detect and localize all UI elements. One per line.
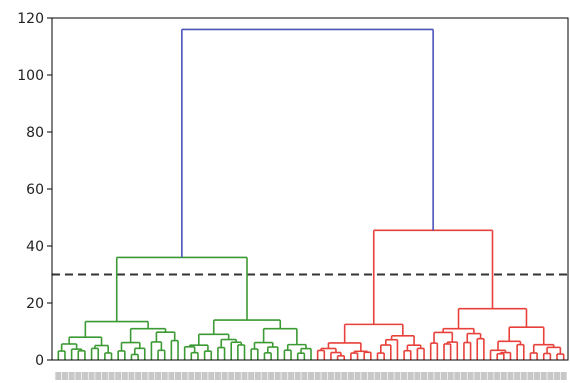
y-axis: 0 20 40 60 80 100 120 — [17, 11, 52, 369]
leaf-label-glyph — [95, 372, 102, 380]
leaf-label-glyph — [301, 372, 308, 380]
y-tick-label: 60 — [26, 182, 44, 198]
leaf-label-glyph — [115, 372, 122, 380]
leaf-label-glyph — [214, 372, 221, 380]
leaf-label-glyph — [155, 372, 162, 380]
leaf-label-glyph — [500, 372, 507, 380]
leaf-label-glyph — [294, 372, 301, 380]
leaf-label-glyph — [494, 372, 501, 380]
leaf-label-glyph — [314, 372, 321, 380]
leaf-label-glyph — [161, 372, 168, 380]
leaf-label-glyph — [288, 372, 295, 380]
leaf-label-glyph — [221, 372, 228, 380]
leaf-label-glyph — [460, 372, 467, 380]
leaf-label-glyph — [168, 372, 175, 380]
leaf-label-glyph — [261, 372, 268, 380]
leaf-label-glyph — [108, 372, 115, 380]
leaf-label-glyph — [188, 372, 195, 380]
y-tick-label: 120 — [17, 11, 44, 27]
leaf-label-glyph — [394, 372, 401, 380]
leaf-label-glyph — [361, 372, 368, 380]
leaf-label-glyph — [308, 372, 314, 380]
leaf-label-glyph — [427, 372, 434, 380]
leaf-label-glyph — [440, 372, 447, 380]
leaf-label-glyph — [514, 372, 521, 380]
leaf-label-glyph — [341, 372, 348, 380]
leaf-label-glyph — [61, 372, 68, 380]
leaf-label-glyph — [121, 372, 128, 380]
leaf-label-glyph — [175, 372, 182, 380]
leaf-label-glyph — [208, 372, 215, 380]
leaf-label-glyph — [268, 372, 275, 380]
leaf-label-glyph — [387, 372, 394, 380]
leaf-label-glyph — [281, 372, 288, 380]
leaf-label-glyph — [454, 372, 461, 380]
plot-frame — [51, 17, 569, 361]
leaf-label-glyph — [321, 372, 328, 380]
leaf-label-glyph — [334, 372, 341, 380]
leaf-label-glyph — [68, 372, 75, 380]
leaf-label-glyph — [547, 372, 554, 380]
leaf-labels — [55, 372, 567, 380]
leaf-label-glyph — [75, 372, 82, 380]
leaf-label-glyph — [421, 372, 428, 380]
y-tick-label: 100 — [17, 68, 44, 84]
leaf-label-glyph — [254, 372, 261, 380]
leaf-label-glyph — [181, 372, 188, 380]
leaf-label-glyph — [434, 372, 441, 380]
leaf-label-glyph — [81, 372, 88, 380]
leaf-label-glyph — [274, 372, 281, 380]
leaf-label-glyph — [201, 372, 208, 380]
leaf-label-glyph — [560, 372, 567, 380]
leaf-label-glyph — [148, 372, 155, 380]
leaf-label-glyph — [554, 372, 561, 380]
leaf-label-glyph — [474, 372, 481, 380]
y-tick-label: 80 — [26, 125, 44, 141]
y-tick-label: 20 — [26, 296, 44, 312]
y-tick-label: 0 — [35, 353, 44, 369]
leaf-label-glyph — [248, 372, 255, 380]
leaf-label-glyph — [527, 372, 534, 380]
leaf-label-glyph — [327, 372, 334, 380]
leaf-label-glyph — [367, 372, 374, 380]
leaf-label-glyph — [487, 372, 494, 380]
leaf-label-glyph — [520, 372, 527, 380]
leaf-label-glyph — [88, 372, 95, 380]
leaf-label-glyph — [354, 372, 361, 380]
leaf-label-glyph — [228, 372, 235, 380]
leaf-label-glyph — [141, 372, 148, 380]
leaf-label-glyph — [135, 372, 142, 380]
leaf-label-glyph — [347, 372, 354, 380]
leaf-label-glyph — [507, 372, 514, 380]
leaf-label-glyph — [414, 372, 421, 380]
leaf-label-glyph — [128, 372, 135, 380]
dendrogram-tree — [57, 28, 565, 360]
leaf-label-glyph — [381, 372, 388, 380]
leaf-label-glyph — [534, 372, 541, 380]
leaf-label-glyph — [234, 372, 241, 380]
leaf-label-glyph — [101, 372, 108, 380]
leaf-label-glyph — [540, 372, 547, 380]
y-tick-label: 40 — [26, 239, 44, 255]
leaf-label-glyph — [480, 372, 487, 380]
leaf-label-glyph — [467, 372, 474, 380]
leaf-label-glyph — [374, 372, 381, 380]
leaf-label-glyph — [55, 372, 62, 380]
leaf-label-glyph — [401, 372, 408, 380]
leaf-label-glyph — [407, 372, 414, 380]
leaf-label-glyph — [447, 372, 454, 380]
leaf-label-glyph — [194, 372, 201, 380]
leaf-label-glyph — [241, 372, 248, 380]
